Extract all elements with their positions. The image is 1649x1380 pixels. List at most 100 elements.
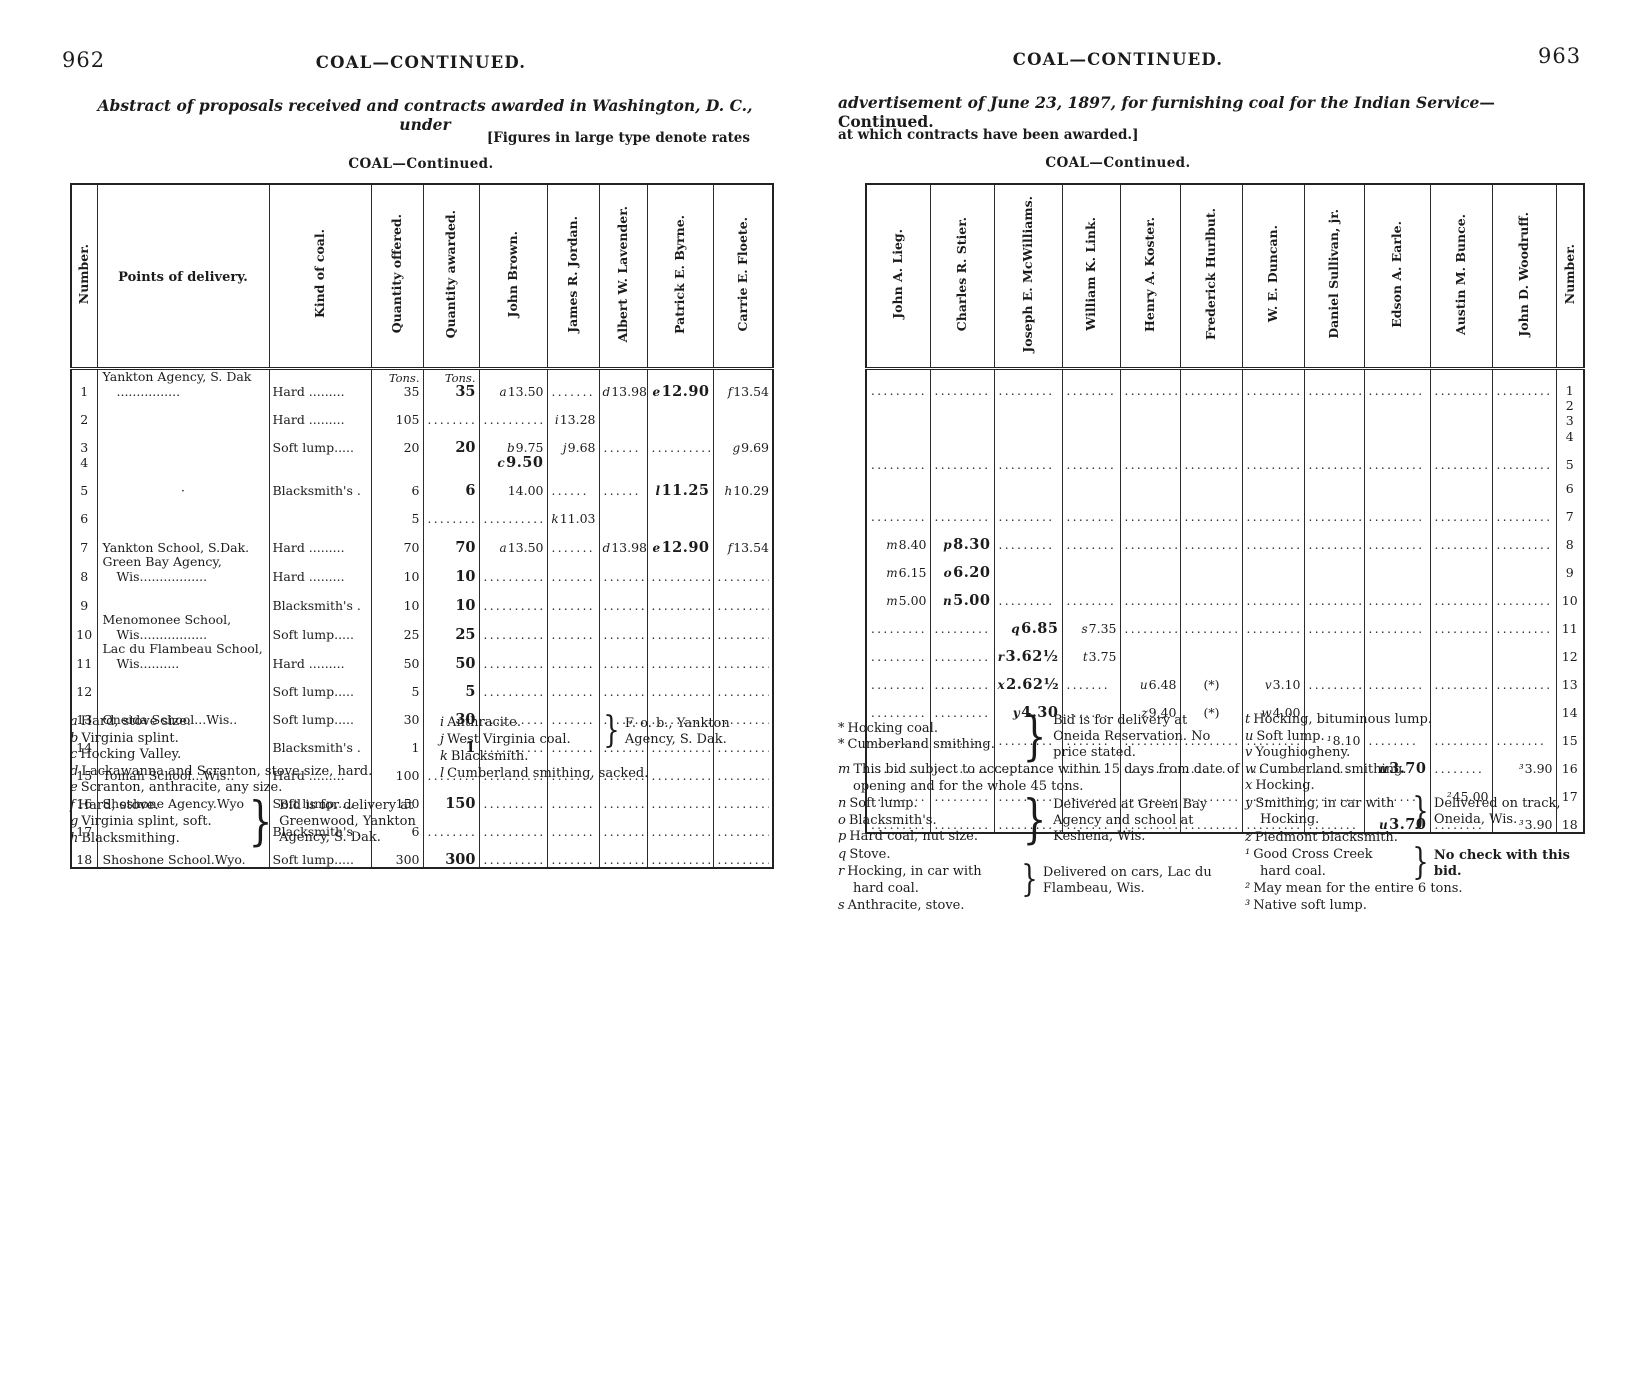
column-header-label: Austin M. Bunce. [1453,213,1469,335]
bid-cell-joseph-mcwilliams: r3.62½ [993,636,1062,664]
footnote-marker: s [838,898,845,913]
bid-rate: 9.75 [515,440,544,455]
bid-cell-william-link: ....... [1061,692,1120,720]
quantity-awarded-cell: ........ [422,755,479,783]
dotted-leader: .......... [717,853,770,867]
bid-value [1246,399,1301,413]
dotted-leader: ....... [603,628,644,642]
subtitle-left: Abstract of proposals received and contr… [97,96,753,134]
bid-cell-john-lieg: ......... [866,748,930,776]
bid-cell-albert-lavender [598,399,647,427]
bid-value [934,692,991,706]
dotted-leader: .......... [483,570,544,584]
bid-value [1184,482,1239,496]
quantity-offered-cell: 50 [370,642,423,671]
dotted-leader: ......... [1184,818,1239,832]
dotted-leader: ......... [1308,594,1361,608]
bid-cell-john-brown: .......... [478,699,547,727]
bid-cell-daniel-sullivan [1303,398,1364,413]
bid-value [717,456,770,470]
bid-value [717,699,770,713]
dotted-leader: ......... [1496,594,1553,608]
bid-cell-john-brown: .......... [478,399,547,427]
bid-value [1184,650,1239,664]
table-row: ......... ......... ......... ......... [866,444,1584,472]
dotted-leader: ......... [1184,790,1239,804]
bid-value [1066,444,1117,458]
bid-cell-frederick-hurlbut [1179,398,1242,413]
dotted-leader: ......... [1308,458,1361,472]
bid-value [1246,566,1301,580]
bid-value [1124,580,1177,594]
bid-cell-charles-stier: ......... [929,804,994,833]
dotted-leader: ....... [1066,734,1111,748]
table-row: 8 Green Bay Agency, Wis.................… [71,555,773,584]
kind-of-coal-cell: Soft lump..... [268,613,371,642]
bid-cell-patrick-byrne: .......... [646,783,713,811]
footnotes-right-col1: * Hocking coal. * Cumberland smithing. } B… [838,711,1239,915]
bid-value [603,585,644,599]
quantity-offered-cell: 30 [370,699,423,727]
bid-rate: 4.30 [1021,704,1059,720]
bid-value [717,643,770,657]
footnote-text: Hard, stove size. [80,714,192,729]
footnote-group-note: Bid is for delivery at Oneida Reservatio… [1053,713,1211,760]
bid-cell-henry-koster: z9.40 [1119,692,1180,720]
dotted-leader: ...... [551,484,589,498]
footnote-marker: w [1245,761,1257,777]
bid-cell-john-lieg [866,413,930,428]
bid-value [1124,414,1177,428]
bid-value [870,370,927,384]
footnote-item: l Cumberland smithing, sacked. [440,766,772,783]
bid-value [1246,444,1301,458]
quantity-awarded: 20 [455,439,476,455]
quantity-offered-cell: 5 [370,671,423,699]
dotted-leader: ......... [1124,510,1177,524]
bid-cell-patrick-byrne: .......... [646,555,713,584]
bid-cell-henry-koster: ......... [1119,608,1180,636]
bid-cell-edson-earle: ........ [1363,720,1430,748]
row-number: 15 [76,768,93,783]
quantity-offered-cell: 6 [370,470,423,498]
footnote-marker: ¹ [1245,847,1251,862]
bid-cell-charles-stier: ......... [929,664,994,692]
point-of-delivery-cell: · [96,470,269,498]
subtitle-italic: advertisement of June 23, 1897, for furn… [838,93,1480,112]
column-header: Quantity offered. [370,184,423,370]
bid-cell-william-link: ....... [1061,720,1120,748]
bid-value [1308,580,1361,594]
dotted-leader: ........ [551,685,596,699]
table-row: 15 Tomah School...Wis.. Hard ......... 1… [71,755,773,783]
bid-value [1308,430,1361,444]
dotted-leader: ......... [934,818,991,832]
dotted-leader: ......... [1434,510,1489,524]
bid-cell-john-brown: .......... [478,498,547,526]
bid-value [483,699,544,713]
bid-value [603,427,644,441]
quantity-offered: 10 [403,569,420,584]
bid-value [1246,482,1301,496]
table-row: 6 5 ........ ......... [71,498,773,526]
quantity-offered-cell: 1 [370,727,423,755]
bid-value [1434,580,1489,594]
bid-cell-john-woodruff [1491,552,1556,580]
bid-value [717,556,770,570]
dotted-leader: ......... [871,384,927,398]
row-number-cell: 8 [1555,524,1584,552]
bid-value [1124,608,1177,622]
footnote-item: g Virginia splint, soft. [70,814,242,831]
bid-value [1246,608,1301,622]
bid-value: y4.30 [998,704,1059,720]
kind-of-coal-cell: Hard ......... [268,368,371,399]
bid-value: v3.10 [1246,678,1301,693]
bid-value [651,671,710,685]
point-of-delivery-cell: Shoshone School.Wyo. [96,839,269,868]
footnote-letter: y [1012,706,1021,720]
dotted-leader: ......... [1184,594,1239,608]
footnote-text: Stove. [849,846,891,862]
column-header-label: Edson A. Earle. [1389,220,1405,328]
bid-cell-carrie-floete: .......... [712,584,773,613]
table-row: 16 Shoshone Agency.Wyo Soft lump..... 15… [71,783,773,811]
bid-cell-frederick-hurlbut: ......... [1179,444,1242,472]
bid-cell-daniel-sullivan [1303,413,1364,428]
